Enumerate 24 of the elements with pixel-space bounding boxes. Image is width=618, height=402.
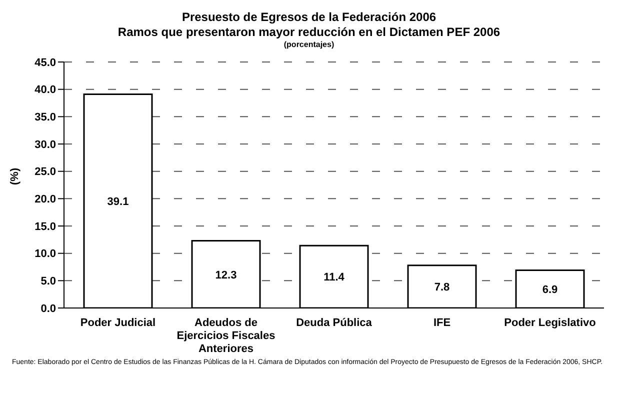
- chart-subtitle: Ramos que presentaron mayor reducción en el Dictamen PEF 2006: [116, 25, 502, 40]
- text: (porcentajes): [282, 40, 336, 50]
- y-tick-label: 40.0: [34, 84, 56, 96]
- y-tick-label: 35.0: [34, 112, 56, 124]
- y-axis-title: (%): [8, 168, 21, 185]
- y-tick-label: 10.0: [34, 248, 56, 260]
- y-tick-label: 0.0: [40, 302, 56, 315]
- y-tick-label: 15.0: [34, 220, 56, 233]
- y-tick-label: 30.0: [34, 138, 56, 151]
- x-tick-label: Deuda Pública: [296, 317, 373, 329]
- y-tick-label: 25.0: [34, 166, 56, 178]
- data-label: 12.3: [215, 269, 237, 282]
- data-label: 6.9: [542, 284, 558, 296]
- data-label: 7.8: [434, 282, 450, 294]
- x-tick-label: Adeudos de Ejercicios Fiscales Anteriores: [176, 317, 276, 355]
- data-label: 39.1: [107, 196, 129, 208]
- chart-title: Presuesto de Egresos de la Federación 2006: [180, 10, 438, 25]
- data-label: 11.4: [324, 272, 346, 284]
- y-tick-label: 45.0: [34, 56, 56, 69]
- y-tick-label: 20.0: [34, 194, 56, 206]
- x-tick-label: Poder Legislativo: [504, 317, 596, 329]
- y-tick-label: 5.0: [40, 276, 56, 288]
- x-tick-label: IFE: [433, 317, 451, 329]
- x-tick-label: Poder Judicial: [80, 317, 156, 329]
